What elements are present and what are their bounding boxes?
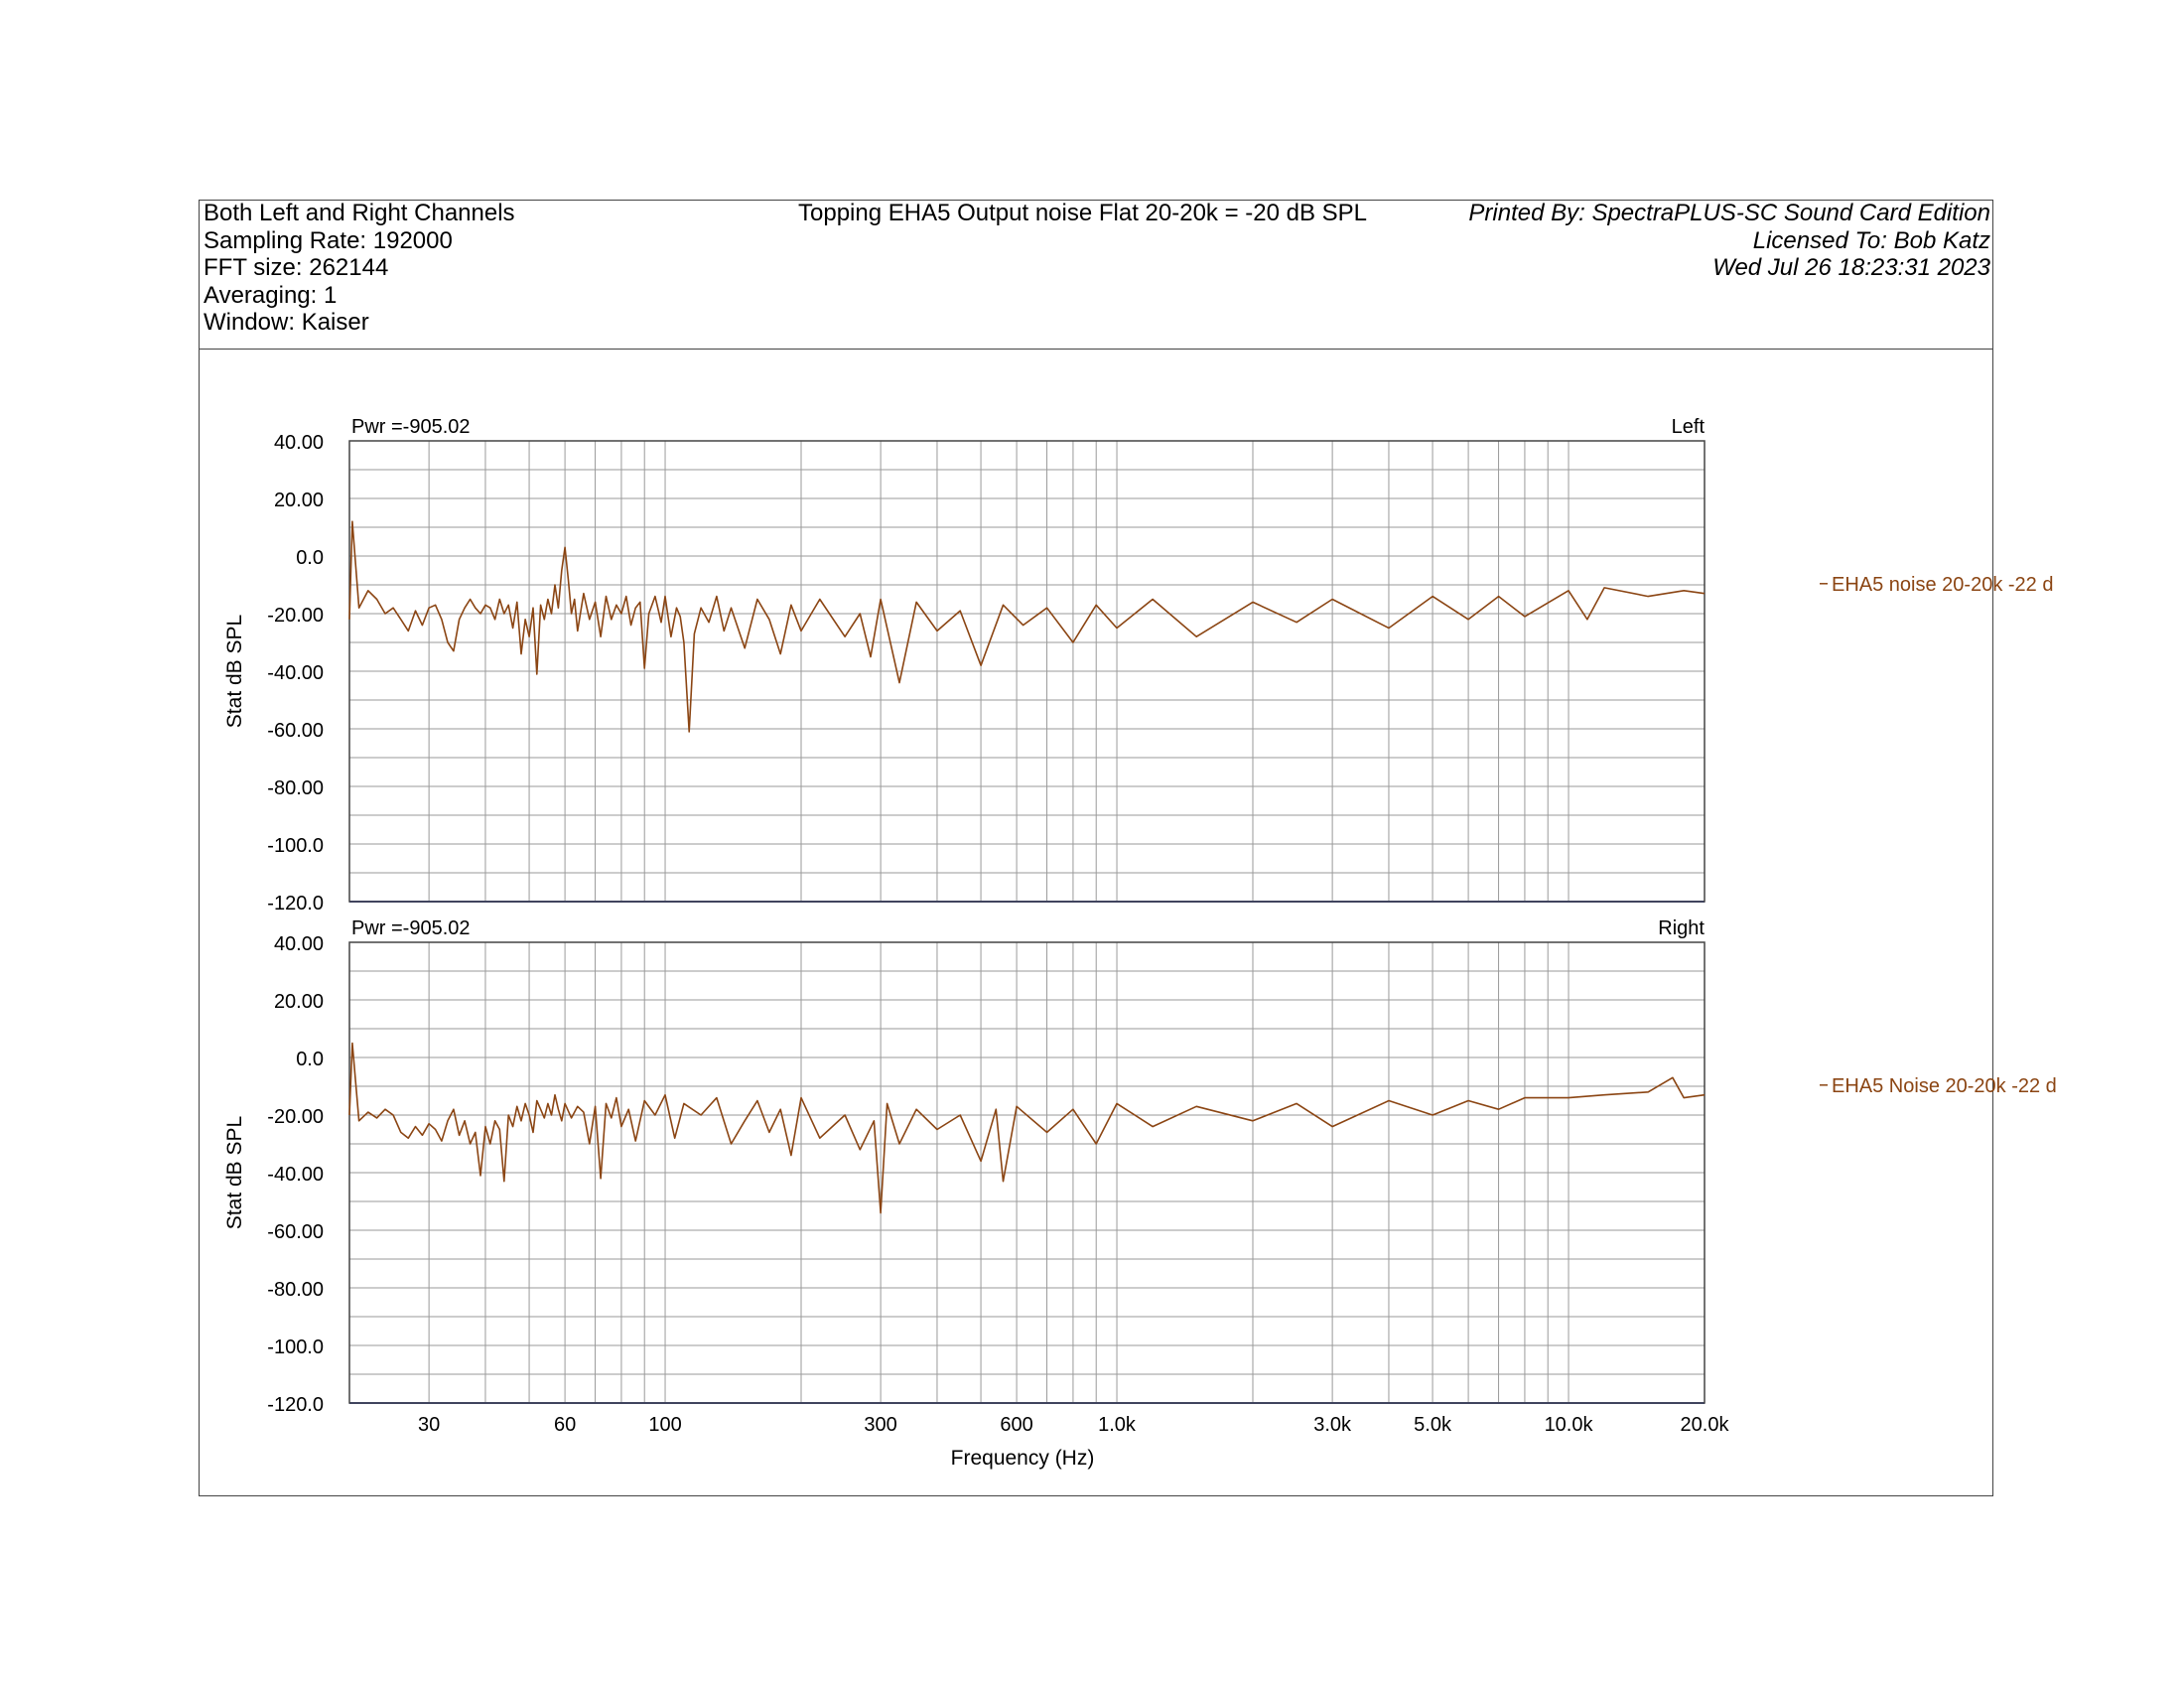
y-tick-label: -20.00: [267, 1106, 324, 1128]
x-tick-label: 300: [864, 1414, 896, 1436]
y-tick-label: 40.00: [274, 432, 324, 454]
x-tick-label: 60: [554, 1414, 576, 1436]
channel-label: Left: [1672, 416, 1706, 438]
y-tick-label: 20.00: [274, 490, 324, 511]
window-text: Window: Kaiser: [204, 309, 369, 336]
channel-label: Right: [1658, 917, 1705, 939]
x-tick-label: 30: [418, 1414, 440, 1436]
y-tick-label: 20.00: [274, 991, 324, 1013]
x-tick-label: 5.0k: [1414, 1414, 1452, 1436]
x-tick-label: 3.0k: [1313, 1414, 1352, 1436]
y-axis-label: Stat dB SPL: [223, 615, 246, 728]
licensed-to-text: Licensed To: Bob Katz: [1752, 226, 1990, 254]
measurement-settings: Both Left and Right Channels Sampling Ra…: [204, 200, 515, 337]
spectrum-trace-right: [348, 1042, 1706, 1214]
x-tick-label: 100: [648, 1414, 681, 1436]
chart-title: Topping EHA5 Output noise Flat 20-20k = …: [798, 200, 1368, 226]
y-tick-label: -60.00: [267, 1221, 324, 1243]
pwr-label: Pwr =-905.02: [351, 917, 471, 939]
y-tick-label: -40.00: [267, 1164, 324, 1186]
x-axis-label: Frequency (Hz): [951, 1447, 1095, 1470]
y-tick-label: -120.0: [267, 1394, 324, 1416]
fft-size-text: FFT size: 262144: [204, 254, 389, 281]
x-tick-label: 1.0k: [1098, 1414, 1137, 1436]
y-tick-label: -40.00: [267, 662, 324, 684]
legend-label: EHA5 Noise 20-20k -22 d: [1832, 1075, 2057, 1097]
averaging-text: Averaging: 1: [204, 281, 338, 309]
pwr-label: Pwr =-905.02: [351, 416, 471, 438]
y-tick-label: -60.00: [267, 720, 324, 742]
sampling-rate-text: Sampling Rate: 192000: [204, 226, 453, 254]
y-tick-label: 0.0: [296, 547, 324, 569]
y-tick-label: -20.00: [267, 605, 324, 627]
printed-by-text: Printed By: SpectraPLUS-SC Sound Card Ed…: [1468, 200, 1990, 226]
plot-frame: [348, 440, 1706, 903]
chart-panel-left: 40.00 20.00 0.0 -20.00 -40.00 -60.00 -80.00 -10…: [223, 416, 2053, 914]
chart-panel-right: 40.00 20.00 0.0 -20.00 -40.00 -60.00 -80.00 -10…: [223, 917, 2057, 1416]
spectrum-trace-left: [348, 520, 1706, 733]
y-tick-label: -120.0: [267, 893, 324, 914]
print-date-text: Wed Jul 26 18:23:31 2023: [1712, 254, 1990, 281]
header-separator: [199, 349, 1993, 350]
y-axis-label: Stat dB SPL: [223, 1116, 246, 1229]
y-tick-label: -80.00: [267, 1279, 324, 1301]
page-frame: [199, 200, 1993, 1496]
print-info: Printed By: SpectraPLUS-SC Sound Card Ed…: [1468, 200, 1990, 282]
y-tick-label: -80.00: [267, 777, 324, 799]
y-tick-label: 40.00: [274, 933, 324, 955]
y-tick-label: 0.0: [296, 1049, 324, 1070]
y-tick-label: -100.0: [267, 835, 324, 857]
x-tick-label: 600: [1000, 1414, 1032, 1436]
x-tick-label: 10.0k: [1545, 1414, 1594, 1436]
plot-frame: [348, 941, 1706, 1404]
y-tick-label: -100.0: [267, 1336, 324, 1358]
legend-label: EHA5 noise 20-20k -22 d: [1832, 574, 2053, 596]
channels-text: Both Left and Right Channels: [204, 200, 515, 226]
x-tick-label: 20.0k: [1681, 1414, 1730, 1436]
